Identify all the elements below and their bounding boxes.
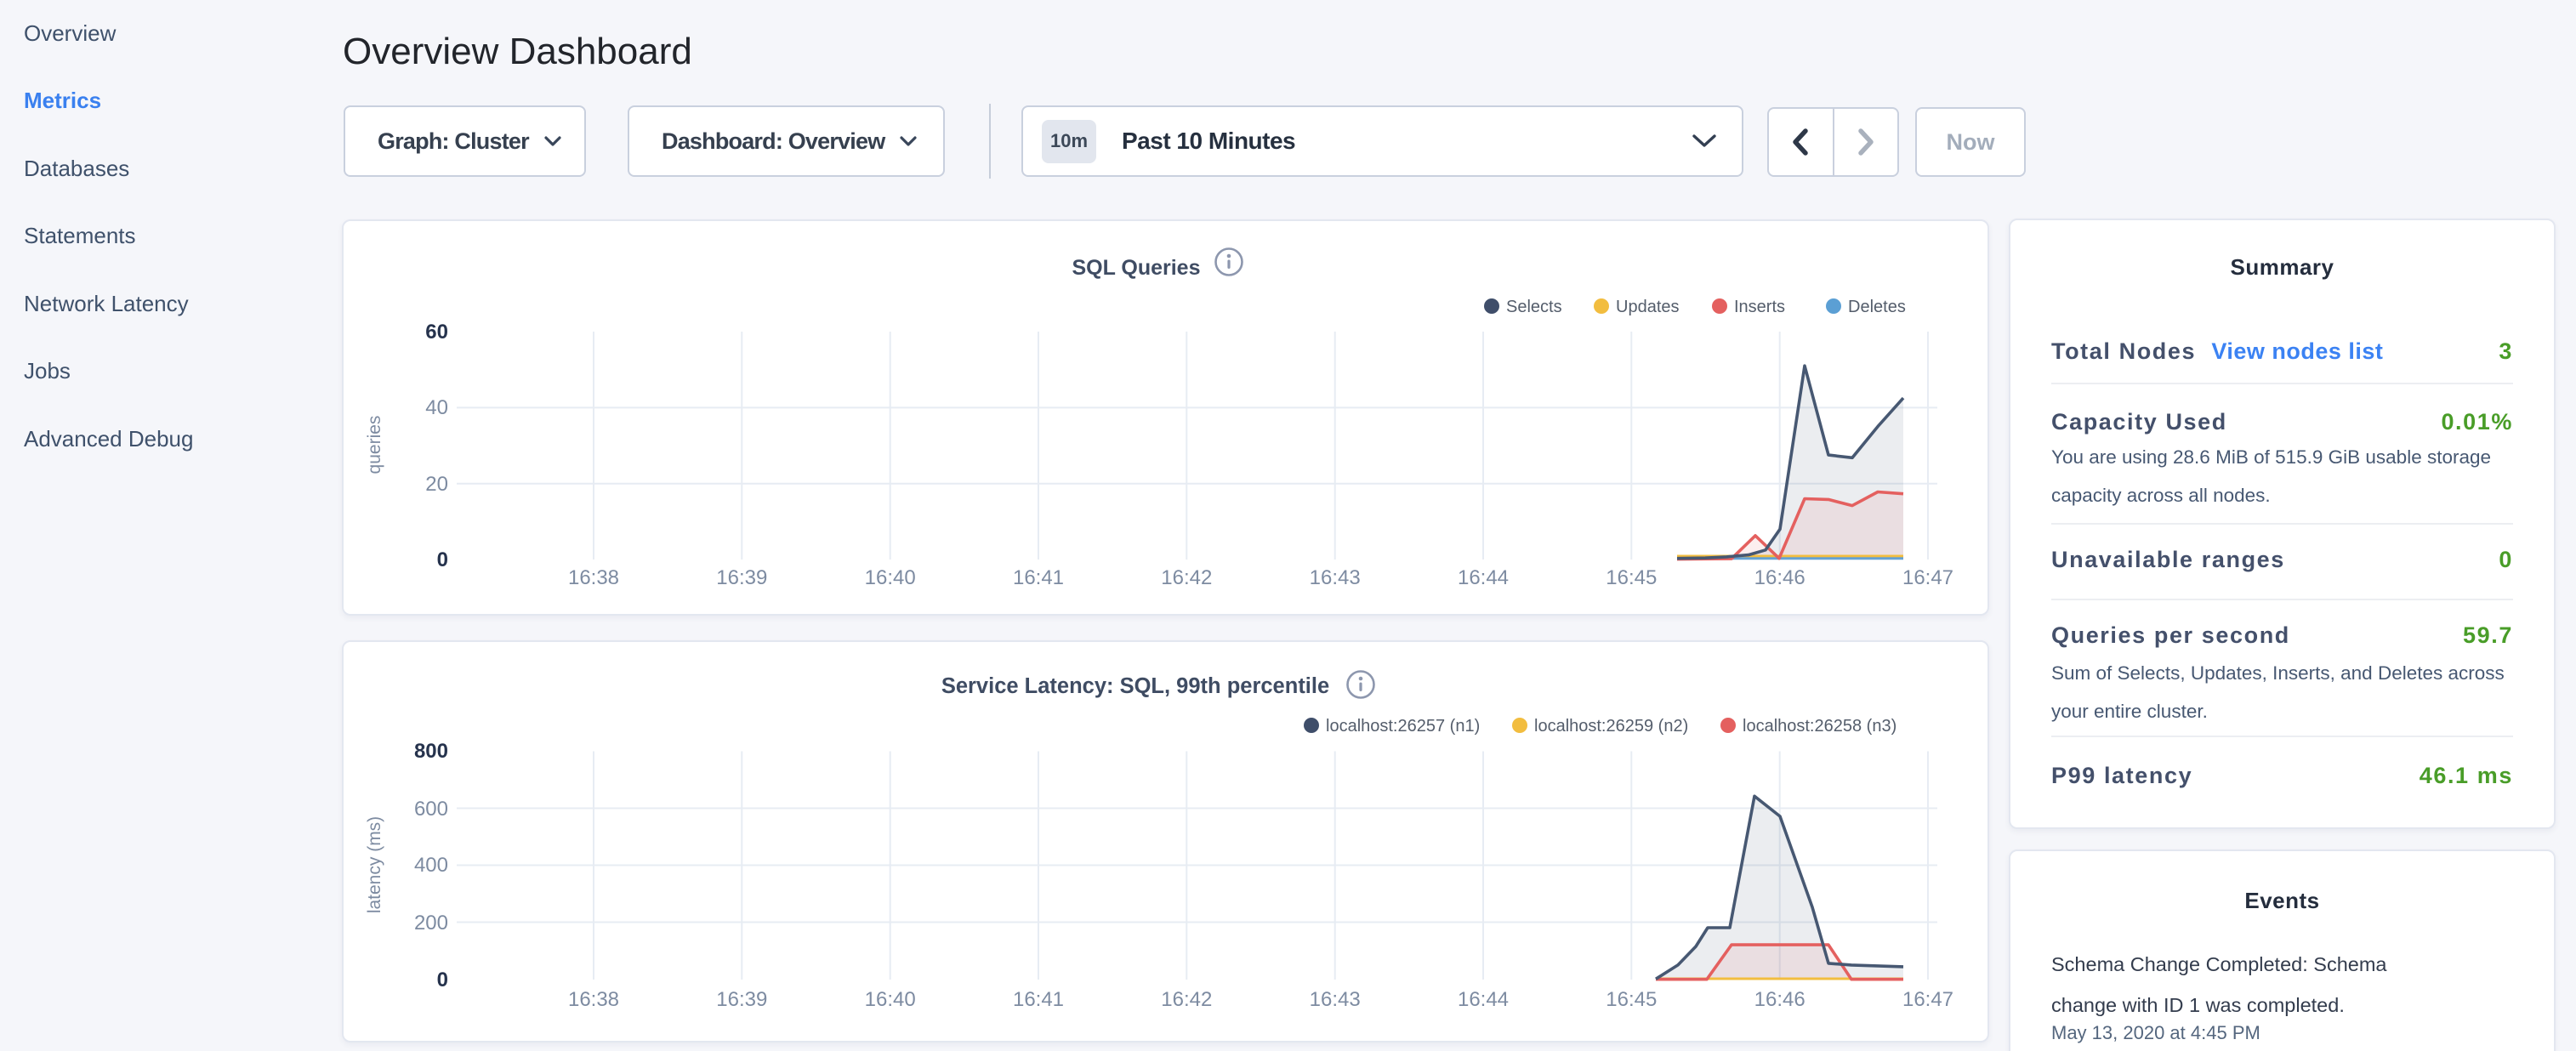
svg-text:16:45: 16:45 bbox=[1606, 566, 1657, 589]
svg-text:16:47: 16:47 bbox=[1902, 566, 1953, 589]
svg-text:Service Latency: SQL, 99th per: Service Latency: SQL, 99th percentile bbox=[941, 674, 1329, 698]
svg-text:16:39: 16:39 bbox=[716, 988, 767, 1011]
svg-text:200: 200 bbox=[414, 912, 448, 935]
svg-text:0: 0 bbox=[437, 548, 448, 571]
svg-text:16:44: 16:44 bbox=[1458, 566, 1509, 589]
svg-text:16:42: 16:42 bbox=[1161, 988, 1212, 1011]
svg-text:60: 60 bbox=[425, 321, 448, 344]
svg-text:16:41: 16:41 bbox=[1013, 988, 1064, 1011]
svg-text:Updates: Updates bbox=[1616, 298, 1680, 316]
svg-text:Inserts: Inserts bbox=[1734, 298, 1785, 316]
svg-text:localhost:26259 (n2): localhost:26259 (n2) bbox=[1534, 717, 1688, 736]
svg-text:16:40: 16:40 bbox=[865, 566, 916, 589]
svg-text:16:45: 16:45 bbox=[1606, 988, 1657, 1011]
svg-text:16:42: 16:42 bbox=[1161, 566, 1212, 589]
svg-text:20: 20 bbox=[425, 473, 448, 496]
svg-text:400: 400 bbox=[414, 854, 448, 877]
svg-text:16:39: 16:39 bbox=[716, 566, 767, 589]
svg-text:Deletes: Deletes bbox=[1848, 298, 1906, 316]
svg-text:16:43: 16:43 bbox=[1310, 566, 1361, 589]
svg-text:Selects: Selects bbox=[1506, 298, 1562, 316]
svg-text:SQL Queries: SQL Queries bbox=[1072, 256, 1201, 280]
svg-text:16:38: 16:38 bbox=[568, 988, 619, 1011]
svg-text:16:40: 16:40 bbox=[865, 988, 916, 1011]
svg-text:600: 600 bbox=[414, 798, 448, 821]
svg-text:localhost:26257 (n1): localhost:26257 (n1) bbox=[1326, 717, 1480, 736]
svg-text:queries: queries bbox=[365, 416, 384, 474]
svg-text:16:41: 16:41 bbox=[1013, 566, 1064, 589]
svg-text:800: 800 bbox=[414, 740, 448, 763]
svg-text:16:47: 16:47 bbox=[1902, 988, 1953, 1011]
svg-text:16:46: 16:46 bbox=[1754, 988, 1805, 1011]
svg-text:16:44: 16:44 bbox=[1458, 988, 1509, 1011]
svg-text:localhost:26258 (n3): localhost:26258 (n3) bbox=[1743, 717, 1896, 736]
svg-text:16:46: 16:46 bbox=[1754, 566, 1805, 589]
svg-text:16:43: 16:43 bbox=[1310, 988, 1361, 1011]
svg-text:0: 0 bbox=[437, 969, 448, 991]
svg-text:40: 40 bbox=[425, 396, 448, 419]
svg-text:16:38: 16:38 bbox=[568, 566, 619, 589]
svg-text:latency (ms): latency (ms) bbox=[365, 816, 384, 913]
